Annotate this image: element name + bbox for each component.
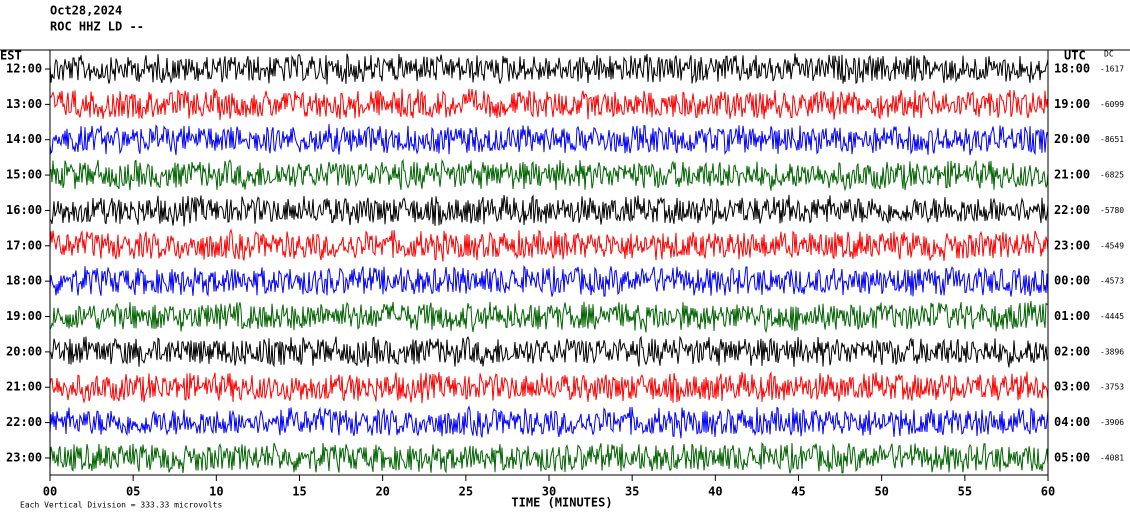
x-tick-label: 15: [292, 485, 306, 499]
utc-hour: 23:00: [1054, 238, 1090, 252]
utc-hour: 20:00: [1054, 132, 1090, 146]
dc-label: DC: [1104, 50, 1114, 59]
station: ROC HHZ LD --: [50, 20, 144, 34]
est-hour: 12:00: [6, 62, 42, 76]
x-tick-label: 05: [126, 485, 140, 499]
utc-hour: 00:00: [1054, 274, 1090, 288]
est-hour: 14:00: [6, 132, 42, 146]
traces: [49, 53, 1049, 474]
x-tick-label: 00: [43, 485, 57, 499]
trace: [49, 228, 1049, 262]
est-hour: 17:00: [6, 238, 42, 252]
x-tick-label: 20: [375, 485, 389, 499]
trace: [49, 301, 1049, 334]
dc-offset: -3753: [1100, 383, 1124, 392]
dc-offset: -5780: [1100, 206, 1124, 215]
trace: [49, 441, 1049, 474]
est-hour: 19:00: [6, 309, 42, 323]
dc-offset: -4081: [1100, 453, 1124, 462]
est-hour: 15:00: [6, 168, 42, 182]
trace: [49, 405, 1049, 439]
est-hour: 22:00: [6, 415, 42, 429]
est-hour: 13:00: [6, 97, 42, 111]
dc-offset: -3906: [1100, 418, 1124, 427]
trace: [49, 335, 1049, 368]
est-label: EST: [0, 49, 22, 63]
trace: [49, 124, 1049, 156]
trace: [49, 371, 1049, 404]
dc-offset: -4549: [1100, 241, 1124, 250]
utc-hour: 01:00: [1054, 309, 1090, 323]
trace: [49, 158, 1049, 192]
trace: [49, 265, 1049, 297]
dc-offset: -8651: [1100, 135, 1124, 144]
est-hour: 18:00: [6, 274, 42, 288]
est-hour: 16:00: [6, 203, 42, 217]
utc-label: UTC: [1064, 49, 1086, 63]
trace: [49, 194, 1049, 227]
utc-hour: 04:00: [1054, 415, 1090, 429]
x-tick-label: 50: [874, 485, 888, 499]
est-hour: 23:00: [6, 450, 42, 464]
utc-hour: 03:00: [1054, 380, 1090, 394]
trace: [49, 88, 1049, 120]
dc-offset: -6099: [1100, 100, 1124, 109]
x-tick-label: 35: [625, 485, 639, 499]
x-tick-label: 60: [1041, 485, 1055, 499]
dc-offset: -6825: [1100, 171, 1124, 180]
dc-offset: -4445: [1100, 312, 1124, 321]
x-axis-label: TIME (MINUTES): [511, 496, 612, 510]
dc-offset: -1617: [1100, 65, 1124, 74]
x-tick-label: 40: [708, 485, 722, 499]
x-tick-label: 45: [791, 485, 805, 499]
x-tick-label: 55: [958, 485, 972, 499]
utc-hour: 18:00: [1054, 62, 1090, 76]
utc-hour: 19:00: [1054, 97, 1090, 111]
x-tick-label: 10: [209, 485, 223, 499]
dc-offset: -3896: [1100, 347, 1124, 356]
footnote: Each Vertical Division = 333.33 microvol…: [20, 501, 222, 510]
title: Oct28,2024: [50, 4, 122, 18]
dc-offset: -4573: [1100, 277, 1124, 286]
trace: [49, 53, 1049, 85]
est-hour: 21:00: [6, 380, 42, 394]
utc-hour: 05:00: [1054, 450, 1090, 464]
x-tick-label: 30: [542, 485, 556, 499]
utc-hour: 02:00: [1054, 344, 1090, 358]
utc-hour: 22:00: [1054, 203, 1090, 217]
x-tick-label: 25: [459, 485, 473, 499]
est-hour: 20:00: [6, 344, 42, 358]
utc-hour: 21:00: [1054, 168, 1090, 182]
